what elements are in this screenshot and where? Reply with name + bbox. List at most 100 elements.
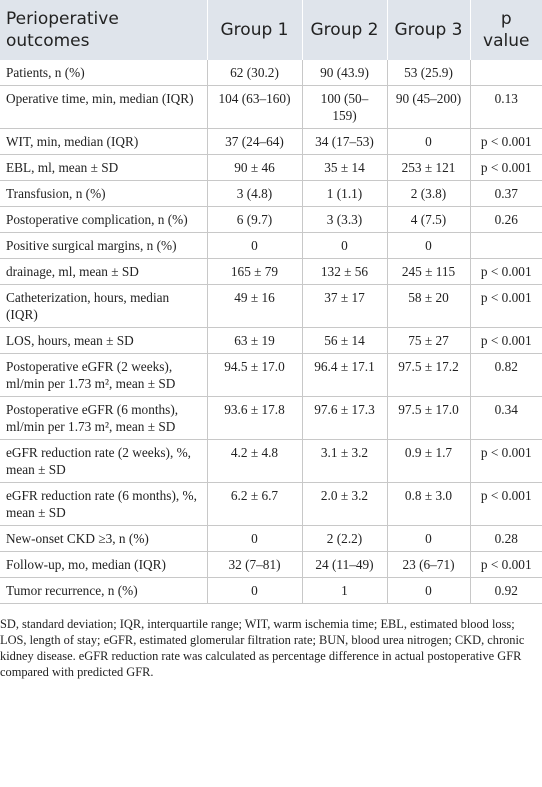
- value-cell: 94.5 ± 17.0: [207, 353, 303, 397]
- table-row: Transfusion, n (%) 3 (4.8) 1 (1.1) 2 (3.8) 0…: [0, 180, 542, 207]
- value-cell: 34 (17–53): [302, 128, 388, 155]
- header-cell: Group 1: [207, 0, 303, 60]
- value-cell: 0.92: [470, 577, 542, 604]
- outcomes-table: Perioperative outcomes Group 1 Group 2 Grou…: [0, 0, 542, 604]
- value-cell: 245 ± 115: [387, 258, 471, 285]
- table-row: Postoperative complication, n (%) 6 (9.7)…: [0, 206, 542, 233]
- value-cell: 75 ± 27: [387, 327, 471, 354]
- value-cell: [470, 60, 542, 86]
- value-cell: 90 (45–200): [387, 85, 471, 129]
- value-cell: 0.13: [470, 85, 542, 129]
- header-cell: Group 3: [387, 0, 471, 60]
- value-cell: 0.37: [470, 180, 542, 207]
- value-cell: 100 (50–159): [302, 85, 388, 129]
- value-cell: 97.5 ± 17.0: [387, 396, 471, 440]
- value-cell: 0: [207, 577, 303, 604]
- row-label: Postoperative complication, n (%): [0, 206, 208, 233]
- row-label: WIT, min, median (IQR): [0, 128, 208, 155]
- table-row: Catheterization, hours, median (IQR) 49 ±…: [0, 284, 542, 328]
- value-cell: 0.9 ± 1.7: [387, 439, 471, 483]
- value-cell: 0: [387, 128, 471, 155]
- value-cell: 1: [302, 577, 388, 604]
- value-cell: 37 (24–64): [207, 128, 303, 155]
- value-cell: 0.34: [470, 396, 542, 440]
- table-row: Tumor recurrence, n (%) 0 1 0 0.92: [0, 577, 542, 604]
- table-row: Follow-up, mo, median (IQR) 32 (7–81) 24 (…: [0, 551, 542, 578]
- value-cell: 0: [207, 232, 303, 259]
- value-cell: 0.82: [470, 353, 542, 397]
- row-label: Postoperative eGFR (2 weeks), ml/min per…: [0, 353, 208, 397]
- row-label: Patients, n (%): [0, 60, 208, 86]
- value-cell: 0: [302, 232, 388, 259]
- value-cell: 165 ± 79: [207, 258, 303, 285]
- table-row: Postoperative eGFR (2 weeks), ml/min per…: [0, 353, 542, 397]
- value-cell: 0: [207, 525, 303, 552]
- value-cell: 253 ± 121: [387, 154, 471, 181]
- value-cell: 0.26: [470, 206, 542, 233]
- value-cell: p < 0.001: [470, 439, 542, 483]
- header-cell: Perioperative outcomes: [0, 0, 208, 60]
- value-cell: 3 (3.3): [302, 206, 388, 233]
- table-row: Patients, n (%) 62 (30.2) 90 (43.9) 53 (25.…: [0, 60, 542, 86]
- table-row: eGFR reduction rate (6 months), %, mean …: [0, 482, 542, 526]
- row-label: Tumor recurrence, n (%): [0, 577, 208, 604]
- table-row: WIT, min, median (IQR) 37 (24–64) 34 (17–5…: [0, 128, 542, 155]
- header-cell: p value: [470, 0, 542, 60]
- row-label: Follow-up, mo, median (IQR): [0, 551, 208, 578]
- table-row: New-onset CKD ≥3, n (%) 0 2 (2.2) 0 0.28: [0, 525, 542, 552]
- row-label: Postoperative eGFR (6 months), ml/min pe…: [0, 396, 208, 440]
- value-cell: 132 ± 56: [302, 258, 388, 285]
- page: Perioperative outcomes Group 1 Group 2 Grou…: [0, 0, 542, 679]
- value-cell: p < 0.001: [470, 284, 542, 328]
- row-label: Operative time, min, median (IQR): [0, 85, 208, 129]
- value-cell: 96.4 ± 17.1: [302, 353, 388, 397]
- value-cell: 6 (9.7): [207, 206, 303, 233]
- header-row: Perioperative outcomes Group 1 Group 2 Grou…: [0, 0, 542, 60]
- value-cell: 97.5 ± 17.2: [387, 353, 471, 397]
- value-cell: 53 (25.9): [387, 60, 471, 86]
- value-cell: 3 (4.8): [207, 180, 303, 207]
- row-label: eGFR reduction rate (2 weeks), %, mean ±…: [0, 439, 208, 483]
- value-cell: 97.6 ± 17.3: [302, 396, 388, 440]
- value-cell: 2 (2.2): [302, 525, 388, 552]
- value-cell: 1 (1.1): [302, 180, 388, 207]
- value-cell: 0: [387, 525, 471, 552]
- value-cell: p < 0.001: [470, 551, 542, 578]
- value-cell: 93.6 ± 17.8: [207, 396, 303, 440]
- value-cell: 49 ± 16: [207, 284, 303, 328]
- value-cell: 56 ± 14: [302, 327, 388, 354]
- value-cell: 4 (7.5): [387, 206, 471, 233]
- row-label: LOS, hours, mean ± SD: [0, 327, 208, 354]
- value-cell: 63 ± 19: [207, 327, 303, 354]
- value-cell: p < 0.001: [470, 154, 542, 181]
- value-cell: 35 ± 14: [302, 154, 388, 181]
- value-cell: 23 (6–71): [387, 551, 471, 578]
- header-cell: Group 2: [302, 0, 388, 60]
- value-cell: 0: [387, 577, 471, 604]
- row-label: drainage, ml, mean ± SD: [0, 258, 208, 285]
- value-cell: 24 (11–49): [302, 551, 388, 578]
- value-cell: 6.2 ± 6.7: [207, 482, 303, 526]
- value-cell: 90 ± 46: [207, 154, 303, 181]
- value-cell: 3.1 ± 3.2: [302, 439, 388, 483]
- value-cell: 0.8 ± 3.0: [387, 482, 471, 526]
- value-cell: 2 (3.8): [387, 180, 471, 207]
- value-cell: 0.28: [470, 525, 542, 552]
- row-label: Transfusion, n (%): [0, 180, 208, 207]
- value-cell: 58 ± 20: [387, 284, 471, 328]
- table-row: LOS, hours, mean ± SD 63 ± 19 56 ± 14 75 ± …: [0, 327, 542, 354]
- table-row: Postoperative eGFR (6 months), ml/min pe…: [0, 396, 542, 440]
- value-cell: [470, 232, 542, 259]
- table-row: drainage, ml, mean ± SD 165 ± 79 132 ± 56 2…: [0, 258, 542, 285]
- value-cell: p < 0.001: [470, 327, 542, 354]
- table-row: Operative time, min, median (IQR) 104 (63…: [0, 85, 542, 129]
- value-cell: 37 ± 17: [302, 284, 388, 328]
- row-label: Positive surgical margins, n (%): [0, 232, 208, 259]
- value-cell: 104 (63–160): [207, 85, 303, 129]
- table-row: Positive surgical margins, n (%) 0 0 0: [0, 232, 542, 259]
- row-label: eGFR reduction rate (6 months), %, mean …: [0, 482, 208, 526]
- value-cell: p < 0.001: [470, 128, 542, 155]
- value-cell: p < 0.001: [470, 482, 542, 526]
- value-cell: 4.2 ± 4.8: [207, 439, 303, 483]
- value-cell: 90 (43.9): [302, 60, 388, 86]
